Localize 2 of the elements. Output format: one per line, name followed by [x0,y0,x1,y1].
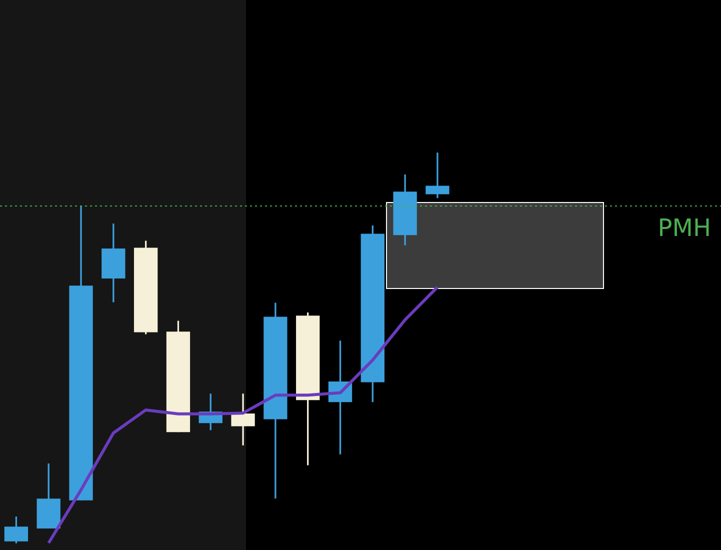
candlestick [426,152,450,198]
ref-line-label: PMH [658,214,711,242]
